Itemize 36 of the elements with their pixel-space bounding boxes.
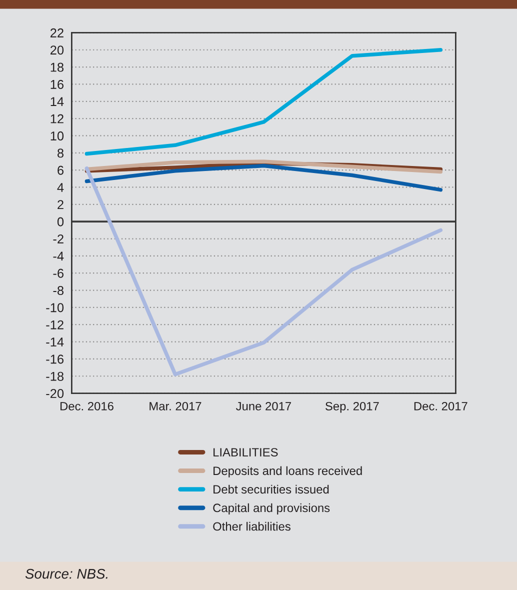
y-tick-label: -20 (46, 389, 64, 398)
y-tick-label: 16 (50, 80, 64, 89)
y-tick-label: 8 (58, 148, 64, 158)
y-tick-label: -18 (46, 372, 64, 381)
y-tick-label: 14 (50, 97, 64, 106)
legend-label: Capital and provisions (213, 503, 330, 515)
legend-label: LIABILITIES (214, 448, 278, 457)
y-tick-label: -8 (53, 286, 64, 296)
y-tick-label: -2 (53, 234, 64, 244)
y-tick-label: 20 (50, 46, 64, 55)
y-tick-label: -12 (46, 320, 64, 330)
y-tick-label: 2 (58, 200, 64, 210)
y-tick-label: 22 (50, 28, 64, 38)
line-series (84, 48, 443, 156)
x-tick-label: Dec. 2017 (414, 402, 468, 410)
y-tick-label: -10 (46, 303, 64, 312)
y-tick-label: 6 (58, 166, 64, 175)
line-series (84, 166, 443, 376)
x-tick-label: Mar. 2017 (150, 402, 202, 410)
y-tick-label: 4 (57, 183, 64, 192)
y-tick-label: 12 (50, 114, 64, 124)
x-tick-label: Sep. 2017 (325, 402, 379, 413)
y-tick-label: -6 (53, 268, 64, 278)
y-tick-label: 18 (50, 62, 64, 72)
legend-label: Other liabilities (213, 522, 290, 531)
line-series (84, 164, 443, 192)
x-tick-label: June 2017 (236, 402, 291, 410)
y-tick-label: -4 (53, 252, 64, 261)
y-tick-label: 0 (57, 217, 64, 226)
y-tick-label: -16 (46, 354, 64, 364)
y-tick-label: 10 (50, 131, 64, 140)
legend-label: Debt securities issued (214, 484, 329, 494)
y-tick-label: -14 (46, 338, 64, 346)
x-tick-label: Dec. 2016 (60, 402, 114, 410)
source-note: Source: NBS. (25, 568, 108, 579)
legend-label: Deposits and loans received (214, 466, 362, 478)
